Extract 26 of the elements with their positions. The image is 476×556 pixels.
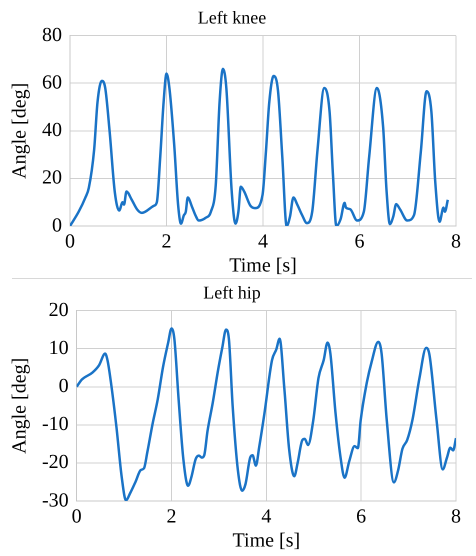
y-tick-label: 80: [42, 24, 62, 46]
x-tick-label: 2: [162, 230, 172, 252]
y-tick-label: 60: [42, 71, 62, 94]
y-tick-label: 20: [48, 298, 69, 321]
y-axis-title: Angle [deg]: [8, 358, 30, 454]
y-tick-label: -10: [42, 413, 69, 436]
x-tick-label: 6: [356, 505, 366, 528]
x-axis-title: Time [s]: [229, 254, 297, 276]
x-tick-label: 4: [258, 230, 268, 252]
chart-title: Left knee: [198, 8, 266, 28]
y-tick-label: -30: [42, 489, 69, 512]
x-tick-label: 8: [451, 230, 461, 252]
x-tick-label: 2: [166, 505, 176, 528]
x-tick-label: 4: [261, 505, 272, 528]
y-tick-label: 10: [48, 336, 69, 359]
y-tick-label: 0: [58, 375, 69, 398]
x-tick-label: 8: [451, 505, 461, 528]
y-tick-label: -20: [42, 451, 69, 474]
y-tick-label: 20: [42, 166, 62, 189]
line-series: [70, 68, 450, 226]
y-tick-label: 0: [52, 214, 62, 236]
y-tick-label: 40: [42, 119, 62, 142]
chart-title: Left hip: [203, 282, 261, 303]
y-axis-title: Angle [deg]: [8, 82, 30, 179]
x-axis-title: Time [s]: [232, 529, 300, 552]
x-tick-label: 6: [354, 230, 364, 252]
